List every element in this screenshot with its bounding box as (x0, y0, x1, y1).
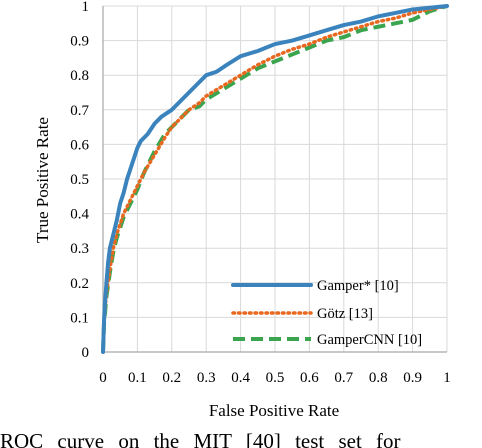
x-tick-label: 0.3 (197, 370, 216, 386)
grid (103, 5, 448, 352)
legend-label-1: Gamper* [10] (317, 278, 399, 294)
y-axis-label: True Positive Rate (33, 117, 52, 243)
figure-caption: ROC curve on the MIT [40] test set for (0, 429, 401, 448)
legend-label-2: Götz [13] (317, 306, 373, 322)
x-axis-label: False Positive Rate (209, 401, 339, 420)
y-tick-label: 1 (82, 0, 90, 15)
x-tick-label: 0 (99, 370, 107, 386)
y-tick-label: 0 (82, 345, 90, 361)
x-tick-label: 0.6 (300, 370, 319, 386)
x-tick-label: 0.2 (162, 370, 181, 386)
series-line-2 (101, 4, 449, 354)
y-tick-label: 0.5 (70, 172, 89, 188)
x-tick-label: 0.8 (369, 370, 388, 386)
y-tick-label: 0.9 (70, 34, 89, 50)
y-tick-label: 0.6 (70, 137, 89, 153)
y-tick-label: 0.4 (70, 207, 89, 223)
x-tick-label: 0.5 (266, 370, 285, 386)
x-tick-label: 0.1 (128, 370, 147, 386)
x-tick-label: 0.7 (334, 370, 353, 386)
x-tick-label: 0.4 (231, 370, 250, 386)
series-layer (101, 4, 449, 354)
x-tick-label: 0.9 (403, 370, 422, 386)
y-tick-label: 0.1 (70, 310, 89, 326)
y-tick-label: 0.8 (70, 68, 89, 84)
y-tick-label: 0.7 (70, 103, 89, 119)
y-tick-label: 0.2 (70, 276, 89, 292)
y-tick-label: 0.3 (70, 241, 89, 257)
axes (102, 6, 447, 353)
series-line-1 (101, 4, 449, 354)
legend: Gamper* [10] Götz [13] GamperCNN [10] (231, 278, 422, 348)
x-tick-label: 1 (443, 370, 451, 386)
tick-labels: 0 0.1 0.2 0.3 0.4 0.5 0.6 0.7 0.8 0.9 1 0 0.1 0.2 0.3 0… (70, 0, 451, 386)
legend-label-3: GamperCNN [10] (317, 332, 422, 348)
series-line-3 (101, 4, 448, 353)
